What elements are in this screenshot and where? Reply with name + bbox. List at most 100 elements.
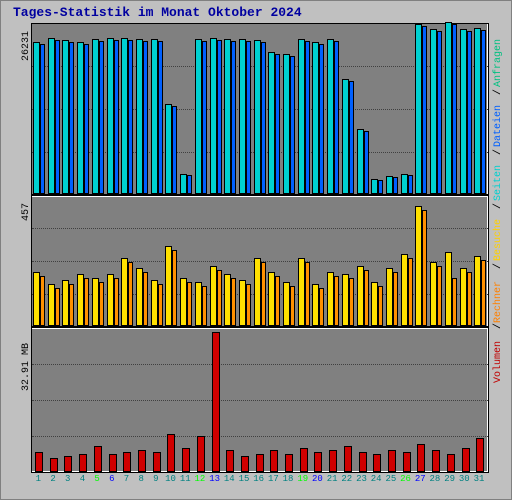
hits-bar	[210, 38, 217, 194]
hits-bar	[40, 44, 45, 194]
visits-bar	[261, 262, 266, 326]
legend-item-rechner: Rechner	[493, 281, 504, 323]
hits-bar	[254, 40, 261, 194]
visits-bar	[386, 268, 393, 326]
volume-bar	[212, 332, 220, 472]
x-tick: 31	[472, 474, 487, 488]
volume-bar	[403, 452, 411, 472]
hits-bar	[84, 44, 89, 194]
legend-separator: /	[493, 263, 504, 269]
visits-bar	[474, 256, 481, 326]
visits-bar	[422, 210, 427, 326]
x-tick: 11	[178, 474, 193, 488]
volume-bar	[285, 454, 293, 472]
volume-bar	[256, 454, 264, 472]
visits-bar	[342, 274, 349, 326]
visits-bar	[165, 246, 172, 326]
legend-item-anfragen: Anfragen	[493, 39, 504, 87]
hits-bar	[55, 40, 60, 194]
hits-bar	[378, 180, 383, 194]
volume-bar	[329, 450, 337, 472]
hits-bar	[298, 39, 305, 194]
hits-bar	[393, 177, 398, 194]
volume-bar	[226, 450, 234, 472]
volume-bar	[94, 446, 102, 472]
plot-area	[31, 23, 489, 473]
visits-bar	[55, 288, 60, 326]
hits-bar	[342, 79, 349, 194]
hits-bar	[158, 41, 163, 194]
stats-frame: Tages-Statistik im Monat Oktober 2024 12…	[0, 0, 512, 500]
hits-bar	[172, 106, 177, 194]
hits-bar	[327, 39, 334, 194]
visits-bar	[48, 284, 55, 326]
volume-bar	[359, 452, 367, 472]
volume-bar	[167, 434, 175, 472]
hits-bar	[151, 39, 158, 194]
visits-bar	[136, 268, 143, 326]
visits-bar	[217, 270, 222, 326]
visits-bar	[371, 282, 378, 326]
hits-bar	[452, 24, 457, 194]
hits-bar	[261, 42, 266, 194]
visits-bar	[460, 268, 467, 326]
visits-bar	[224, 274, 231, 326]
visits-bar	[334, 276, 339, 326]
hits-bar	[422, 26, 427, 194]
visits-bar	[158, 284, 163, 326]
x-tick: 19	[295, 474, 310, 488]
volume-bar	[138, 450, 146, 472]
visits-bar	[445, 252, 452, 326]
hits-bar	[408, 175, 413, 194]
hits-bar	[224, 39, 231, 194]
x-tick: 6	[104, 474, 119, 488]
hits-bar	[195, 39, 202, 194]
visits-bar	[408, 258, 413, 326]
chart-title: Tages-Statistik im Monat Oktober 2024	[13, 5, 302, 20]
visits-bar	[298, 258, 305, 326]
hits-bar	[180, 174, 187, 194]
visits-bar	[327, 272, 334, 326]
hits-bar	[268, 52, 275, 194]
hits-bar	[305, 41, 310, 194]
volume-bar	[476, 438, 484, 472]
x-tick: 16	[251, 474, 266, 488]
x-tick: 10	[163, 474, 178, 488]
visits-bar	[33, 272, 40, 326]
visits-bar	[202, 286, 207, 326]
legend-item-volumen: Volumen	[493, 341, 504, 383]
visits-bar	[107, 274, 114, 326]
legend-separator: /	[493, 203, 504, 209]
y-axis-label-volume: 32.91 MB	[21, 343, 32, 391]
x-tick: 30	[457, 474, 472, 488]
legend-separator: /	[493, 323, 504, 329]
hits-bar	[69, 42, 74, 194]
x-tick: 4	[75, 474, 90, 488]
x-tick: 1	[31, 474, 46, 488]
hits-bar	[415, 24, 422, 194]
visits-bar	[172, 250, 177, 326]
volume-bar	[153, 452, 161, 472]
panel-visits	[32, 196, 488, 326]
legend: AnfragenDateienSeitenBesucheRechnerVolum…	[491, 23, 507, 471]
volume-bar	[388, 450, 396, 472]
visits-bar	[77, 274, 84, 326]
visits-bar	[467, 272, 472, 326]
hits-bar	[165, 104, 172, 194]
visits-bar	[231, 278, 236, 326]
x-tick: 12	[193, 474, 208, 488]
hits-bar	[99, 41, 104, 194]
hits-bar	[481, 30, 486, 194]
visits-bar	[121, 258, 128, 326]
x-tick: 9	[149, 474, 164, 488]
hits-bar	[217, 40, 222, 194]
legend-item-seiten: Seiten	[493, 165, 504, 201]
hits-bar	[33, 42, 40, 194]
visits-bar	[378, 286, 383, 326]
hits-bar	[92, 39, 99, 194]
volume-bar	[344, 446, 352, 472]
visits-bar	[437, 266, 442, 326]
volume-bar	[432, 450, 440, 472]
volume-bar	[270, 450, 278, 472]
visits-bar	[210, 266, 217, 326]
